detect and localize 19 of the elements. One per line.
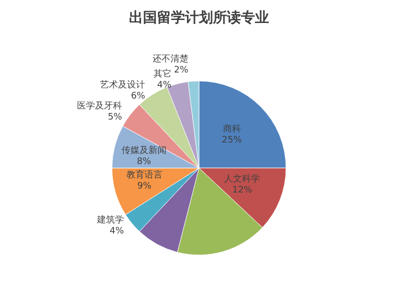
slice-label: 艺术及设计 [100,80,146,91]
slice-label: 还不清楚 [152,54,188,65]
data-label: 2% [174,66,189,76]
slice-label: 人文科学 [224,174,260,185]
data-label: 5% [108,112,123,123]
data-label: 9% [137,181,152,192]
slice-label: 商科 [222,124,241,135]
data-label: 4% [110,226,124,237]
slice-label: 建筑学 [96,214,124,226]
data-label: 4% [157,80,172,90]
data-label: 12% [232,186,253,196]
chart-title: 出国留学计划所读专业 [129,9,269,26]
slice-label: 医学及牙科 [77,100,122,112]
slice-label: 其它 [153,68,172,80]
data-label: 25% [222,136,242,146]
slice-label: 传媒及新闻 [121,144,166,156]
slice-label: 教育语言 [126,169,162,180]
data-label: 6% [130,92,146,102]
data-label: 8% [136,156,152,167]
